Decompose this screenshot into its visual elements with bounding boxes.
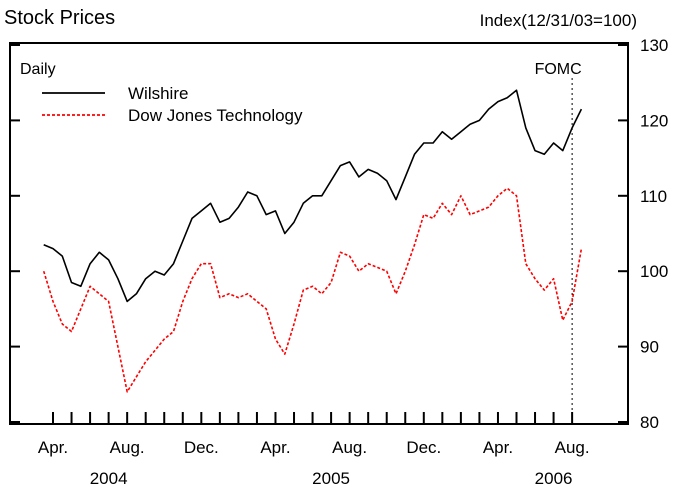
y-tick-label: 90 (640, 338, 659, 357)
y-tick-label: 80 (640, 413, 659, 432)
chart-subtitle: Index(12/31/03=100) (480, 11, 637, 30)
x-tick-label: Apr. (483, 438, 513, 457)
x-tick-label: Dec. (184, 438, 219, 457)
legend-label: Dow Jones Technology (128, 106, 303, 125)
x-tick-label: Apr. (38, 438, 68, 457)
fomc-label: FOMC (535, 61, 582, 78)
legend-label: Wilshire (128, 84, 188, 103)
series-line (42, 187, 583, 393)
plot-frame (9, 42, 629, 425)
frequency-label: Daily (20, 61, 56, 78)
series-line (43, 89, 583, 303)
x-tick-label: Aug. (555, 438, 590, 457)
chart-title: Stock Prices (4, 7, 115, 29)
y-tick-label: 100 (640, 262, 668, 281)
x-tick-label: Dec. (406, 438, 441, 457)
year-label: 2006 (535, 469, 573, 488)
x-tick-label: Apr. (260, 438, 290, 457)
x-tick-label: Aug. (110, 438, 145, 457)
year-label: 2004 (90, 469, 128, 488)
y-tick-label: 120 (640, 111, 668, 130)
y-tick-label: 110 (640, 187, 667, 206)
year-label: 2005 (312, 469, 350, 488)
y-tick-label: 130 (640, 36, 668, 55)
x-tick-label: Aug. (332, 438, 367, 457)
